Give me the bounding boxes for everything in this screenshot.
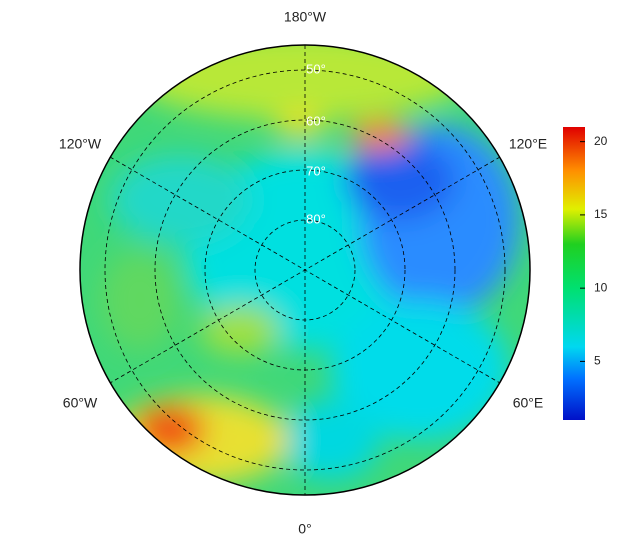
- lon-label: 120°W: [59, 136, 102, 152]
- lat-label: 80°: [306, 211, 326, 226]
- colorbar-tick-label: 5: [594, 354, 601, 368]
- lon-label: 0°: [298, 521, 311, 537]
- graticule: [79, 44, 531, 496]
- lon-label: 60°W: [63, 395, 98, 411]
- data-field: [80, 45, 530, 495]
- lon-label: 60°E: [513, 395, 544, 411]
- colorbar-tick-label: 20: [594, 134, 608, 148]
- lon-label: 180°W: [284, 9, 327, 25]
- lon-label: 120°E: [509, 136, 547, 152]
- colorbar-tick-label: 10: [594, 280, 608, 294]
- colorbar: [563, 127, 585, 420]
- colorbar-tick-label: 15: [594, 207, 608, 221]
- lat-label: 50°: [306, 61, 326, 76]
- lat-label: 60°: [306, 113, 326, 128]
- lat-label: 70°: [306, 163, 326, 178]
